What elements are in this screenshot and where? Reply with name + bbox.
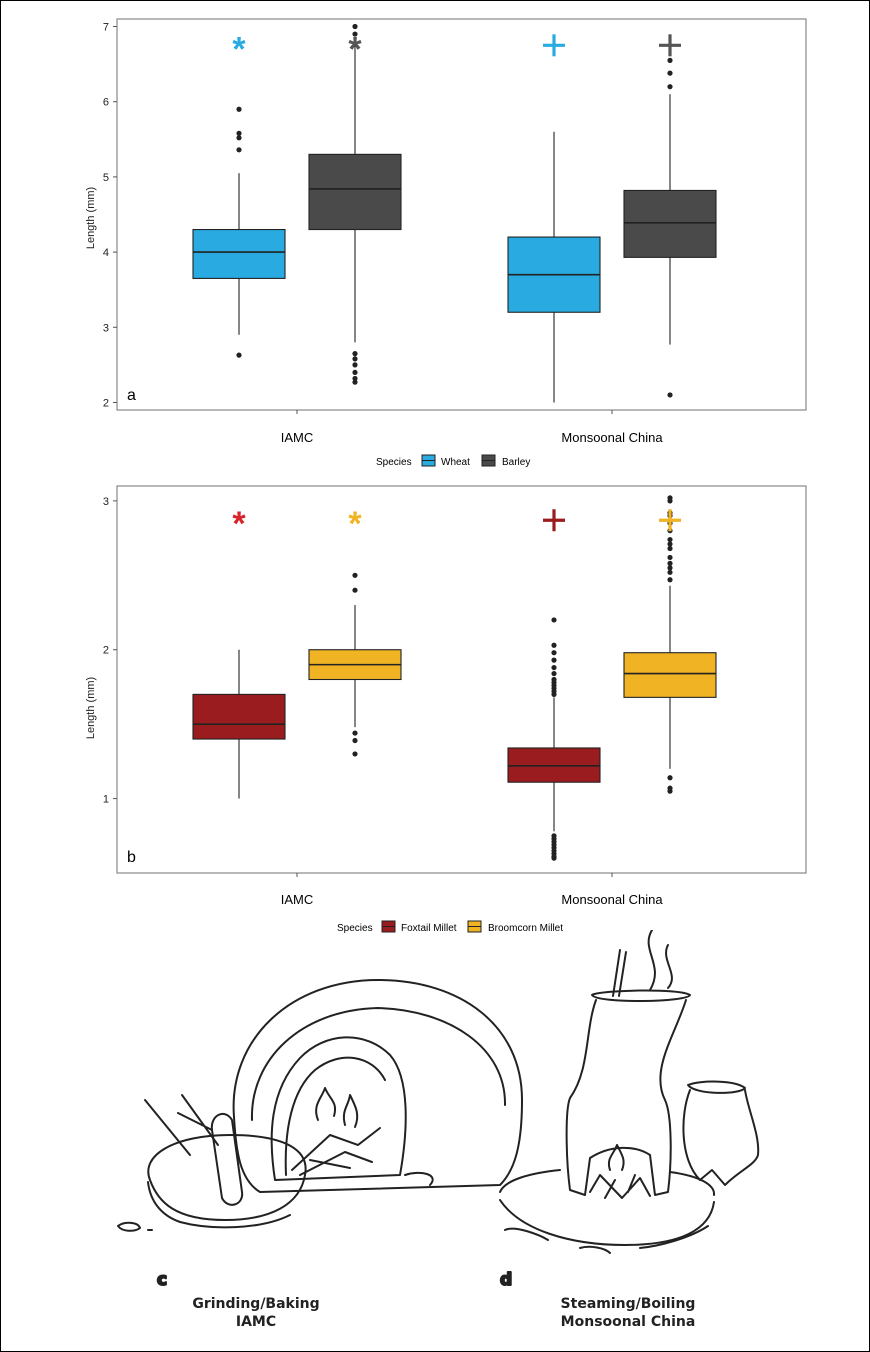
x-category-label-a-1: Monsoonal China (561, 430, 663, 445)
box-b-1-1-outlier-1 (667, 498, 673, 504)
x-category-label-b-0: IAMC (281, 892, 314, 907)
sig-marker-b-1: * (348, 505, 362, 543)
x-category-label-b-1: Monsoonal China (561, 892, 663, 907)
y-tick-label-b-1: 2 (103, 645, 109, 657)
box-a-1-0-outlier-6 (352, 375, 358, 382)
box-a-0-0-outlier-3 (236, 147, 242, 153)
box-a-0-0-outlier-2 (236, 135, 242, 141)
box-a-1-0-outlier-7 (352, 379, 358, 385)
box-b-1-1-outlier-7 (667, 541, 673, 547)
box-a-1-0-outlier-3 (352, 356, 358, 362)
y-axis-label-a: Length (mm) (85, 187, 97, 249)
y-axis-label-b: Length (mm) (85, 677, 97, 739)
box-a-1-0-body (308, 153, 402, 231)
y-tick-label-a-3: 5 (103, 172, 109, 184)
box-a-1-1-outlier-1 (667, 70, 673, 76)
box-b-0-0-body (192, 693, 286, 740)
box-b-1-1-outlier-11 (667, 565, 673, 571)
panel-letter-b: b (127, 849, 136, 866)
box-b-0-1-outlier-1 (551, 642, 557, 648)
box-b-1-0-outlier-4 (352, 751, 358, 757)
box-b-1-1-body (623, 652, 717, 698)
box-a-1-1-outlier-2 (667, 84, 673, 90)
box-b-1-1-outlier-12 (667, 569, 673, 575)
oven-illustration (232, 979, 523, 1193)
box-b-1-0-outlier-1 (352, 587, 358, 593)
box-a-0-0-outlier-0 (236, 106, 242, 112)
plot-border-a (116, 18, 807, 411)
y-tick-label-a-2: 4 (103, 247, 109, 259)
legend-label-barley: Barley (502, 457, 530, 468)
y-tick-label-a-5: 7 (103, 22, 109, 34)
legend-b: Species Foxtail Millet Broomcorn Millet (337, 920, 563, 934)
box-b-1-1-outlier-13 (667, 577, 673, 583)
illustrations: c Grinding/Baking IAMC d Steaming/Boilin… (117, 930, 760, 1330)
y-tick-label-a-1: 3 (103, 322, 109, 334)
box-a-1-0-outlier-1 (352, 31, 358, 37)
sig-marker-b-2 (543, 509, 565, 532)
illustration-letter-c: c (157, 1270, 167, 1290)
legend-title-a: Species (376, 457, 412, 468)
box-a-0-0-body (192, 228, 286, 279)
box-b-1-1-outlier-6 (667, 536, 673, 543)
chart-panel-b: 1 2 3 * * b Length (mm) IAMC Monsoonal China… (85, 485, 807, 934)
box-a-1-1-body (623, 189, 717, 258)
y-tick-label-b-2: 3 (103, 496, 109, 508)
illustration-letter-d: d (500, 1270, 512, 1290)
x-category-label-a-0: IAMC (281, 430, 314, 445)
plot-area-b: 1 2 3 * * (103, 485, 807, 877)
panel-letter-a: a (127, 387, 136, 404)
legend-label-foxtail: Foxtail Millet (401, 923, 457, 934)
plot-area-a: 2 3 4 5 6 7 * * (103, 18, 807, 414)
sig-marker-b-3 (659, 509, 681, 532)
y-tick-label-b-0: 1 (103, 794, 109, 806)
box-b-1-1-outlier-16 (667, 788, 673, 794)
box-b-0-1-outlier-3 (551, 657, 557, 663)
box-a-0-0-outlier-1 (236, 130, 242, 136)
illustration-caption-d-1: Steaming/Boiling (561, 1296, 696, 1312)
box-b-1-1-outlier-8 (667, 545, 673, 552)
box-b-0-1-outlier-20 (551, 855, 557, 861)
small-jar-illustration (682, 1080, 760, 1186)
box-b-0-1-outlier-0 (551, 617, 557, 623)
steamer-pot-illustration (499, 930, 715, 1254)
box-b-0-1-outlier-11 (551, 691, 557, 697)
legend-title-b: Species (337, 923, 373, 934)
legend-label-broomcorn: Broomcorn Millet (488, 923, 563, 934)
sig-marker-a-0: * (232, 30, 246, 68)
box-b-0-1-outlier-2 (551, 650, 557, 656)
box-a-1-1-outlier-0 (667, 57, 673, 63)
box-a-1-0-outlier-4 (352, 362, 358, 368)
box-b-1-0-outlier-2 (352, 730, 358, 736)
box-a-1-0-outlier-2 (352, 351, 358, 357)
box-b-1-1-outlier-9 (667, 554, 673, 561)
legend-a: Species Wheat Barley (376, 454, 530, 468)
sig-marker-a-3 (659, 34, 681, 57)
sig-marker-b-0: * (232, 505, 246, 543)
box-a-1-0-outlier-5 (352, 369, 358, 376)
illustration-caption-d-2: Monsoonal China (561, 1314, 696, 1330)
chart-panel-a: 2 3 4 5 6 7 * * a Length (mm) IAMC Monsoonal Ch… (85, 18, 807, 468)
box-b-1-0-outlier-0 (352, 572, 358, 578)
illustration-caption-c-2: IAMC (236, 1314, 276, 1330)
plot-border-b (116, 485, 807, 874)
y-tick-label-a-0: 2 (103, 397, 109, 409)
box-b-0-1-outlier-4 (551, 664, 557, 671)
box-b-1-1-outlier-14 (667, 775, 673, 781)
box-b-1-1-outlier-10 (667, 560, 673, 566)
box-b-0-1-outlier-5 (551, 670, 557, 677)
box-a-0-0-outlier-4 (236, 352, 242, 358)
sig-marker-a-1: * (348, 30, 362, 68)
illustration-caption-c-1: Grinding/Baking (192, 1296, 319, 1312)
box-a-1-0-outlier-0 (352, 23, 358, 30)
box-a-1-1-outlier-3 (667, 392, 673, 398)
y-tick-label-a-4: 6 (103, 97, 109, 109)
box-b-1-0-outlier-3 (352, 737, 358, 744)
sig-marker-a-2 (543, 34, 565, 57)
grinding-stone-illustration (117, 1094, 307, 1232)
legend-label-wheat: Wheat (441, 457, 470, 468)
